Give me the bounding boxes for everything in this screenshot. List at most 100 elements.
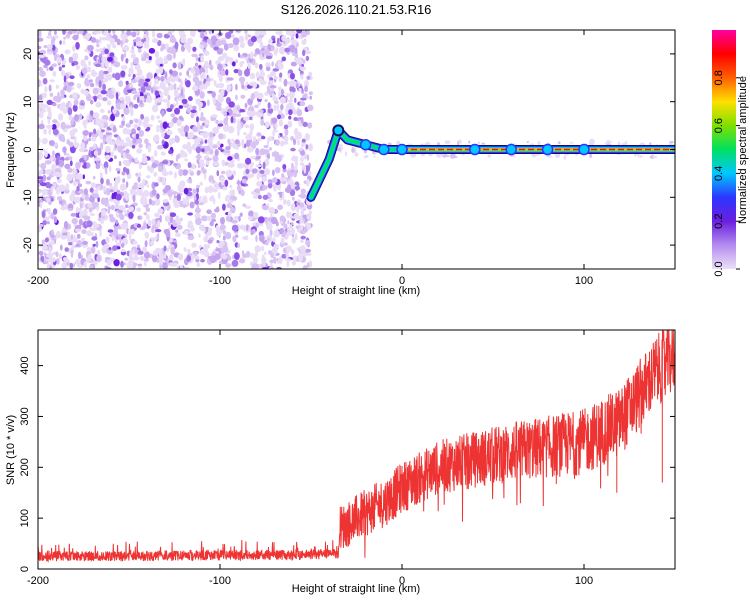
noise-blob bbox=[217, 94, 221, 99]
noise-blob bbox=[231, 61, 236, 67]
noise-blob bbox=[234, 152, 240, 160]
colorbar-tick-label: 0.0 bbox=[713, 261, 725, 276]
noise-blob bbox=[279, 215, 286, 222]
noise-blob bbox=[72, 45, 76, 52]
noise-blob bbox=[87, 254, 91, 262]
colorbar-scale bbox=[712, 30, 736, 269]
noise-blob bbox=[306, 252, 312, 256]
noise-blob bbox=[273, 248, 277, 256]
noise-blob bbox=[123, 208, 127, 214]
noise-blob bbox=[136, 207, 142, 212]
snr-x-label: Height of straight line (km) bbox=[292, 583, 420, 595]
noise-blob bbox=[270, 216, 278, 225]
noise-blob bbox=[204, 60, 209, 68]
noise-blob bbox=[40, 92, 48, 99]
noise-blob bbox=[292, 203, 296, 211]
noise-blob bbox=[229, 184, 233, 189]
noise-blob bbox=[293, 138, 296, 146]
noise-blob bbox=[199, 196, 202, 200]
noise-blob bbox=[146, 72, 153, 80]
noise-blob bbox=[186, 255, 192, 262]
noise-blob bbox=[113, 61, 121, 68]
noise-blob bbox=[128, 233, 132, 241]
noise-blob bbox=[246, 139, 251, 147]
noise-blob bbox=[62, 107, 68, 114]
noise-blob bbox=[207, 90, 214, 94]
noise-blob bbox=[195, 217, 202, 226]
noise-blob bbox=[299, 162, 305, 166]
noise-blob bbox=[157, 119, 162, 124]
noise-blob bbox=[166, 107, 173, 112]
noise-blob bbox=[293, 170, 298, 178]
noise-blob bbox=[69, 160, 73, 167]
noise-blob bbox=[286, 92, 289, 98]
noise-blob bbox=[336, 147, 341, 152]
noise-blob bbox=[300, 143, 305, 148]
noise-blob bbox=[260, 118, 264, 126]
noise-blob bbox=[198, 159, 205, 163]
noise-blob bbox=[217, 123, 224, 127]
noise-blob bbox=[209, 255, 217, 264]
noise-blob bbox=[111, 235, 115, 241]
noise-blob bbox=[178, 168, 184, 177]
noise-blob bbox=[105, 136, 112, 144]
noise-blob bbox=[142, 246, 147, 254]
noise-blob bbox=[273, 230, 280, 238]
noise-blob bbox=[121, 171, 126, 176]
snr-panel: -200 -100 0 100 0 100 200 300 400 Height of str… bbox=[5, 329, 676, 595]
noise-blob bbox=[529, 143, 535, 146]
noise-blob bbox=[258, 159, 262, 166]
noise-blob bbox=[301, 39, 307, 45]
noise-blob bbox=[166, 53, 173, 61]
noise-blob bbox=[140, 113, 145, 120]
noise-blob bbox=[229, 57, 234, 61]
noise-blob bbox=[302, 59, 306, 64]
noise-blob bbox=[93, 96, 97, 102]
noise-blob bbox=[38, 190, 42, 194]
noise-blob bbox=[103, 243, 110, 249]
noise-blob bbox=[62, 261, 67, 268]
noise-blob bbox=[187, 74, 192, 79]
noise-blob bbox=[217, 63, 223, 71]
noise-blob bbox=[214, 149, 219, 157]
noise-blob bbox=[188, 96, 193, 102]
noise-blob bbox=[80, 142, 86, 150]
noise-blob bbox=[139, 255, 145, 261]
noise-blob bbox=[187, 248, 191, 254]
noise-blob bbox=[86, 162, 90, 169]
noise-blob bbox=[184, 230, 190, 235]
signal-knot bbox=[505, 143, 517, 156]
noise-blob bbox=[249, 252, 254, 259]
noise-blob bbox=[160, 46, 164, 52]
noise-blob bbox=[220, 240, 225, 247]
noise-blob bbox=[116, 175, 121, 184]
noise-blob bbox=[156, 97, 162, 103]
colorbar-tick-label: 0.8 bbox=[713, 70, 725, 85]
noise-blob bbox=[177, 153, 181, 160]
noise-blob bbox=[102, 185, 107, 192]
noise-blob bbox=[269, 259, 274, 264]
noise-blob bbox=[83, 260, 88, 268]
noise-blob bbox=[279, 96, 286, 104]
noise-blob bbox=[188, 146, 192, 155]
noise-blob bbox=[68, 156, 73, 160]
noise-blob bbox=[258, 109, 264, 113]
noise-blob bbox=[55, 251, 59, 258]
noise-blob bbox=[166, 215, 171, 222]
noise-blob bbox=[237, 162, 244, 169]
noise-blob bbox=[243, 116, 250, 121]
noise-blob bbox=[45, 181, 51, 189]
noise-blob bbox=[237, 69, 243, 77]
signal-knot bbox=[359, 138, 372, 151]
noise-blob bbox=[271, 93, 276, 99]
spectrogram-x-axis: -200 -100 0 100 bbox=[27, 30, 593, 287]
noise-blob bbox=[166, 100, 170, 109]
noise-blob bbox=[182, 58, 186, 65]
noise-blob bbox=[55, 84, 60, 90]
noise-blob bbox=[196, 184, 200, 189]
noise-blob bbox=[125, 204, 129, 208]
noise-blob bbox=[203, 50, 210, 56]
noise-blob bbox=[282, 164, 287, 170]
noise-blob bbox=[213, 100, 216, 104]
noise-blob bbox=[220, 39, 227, 45]
